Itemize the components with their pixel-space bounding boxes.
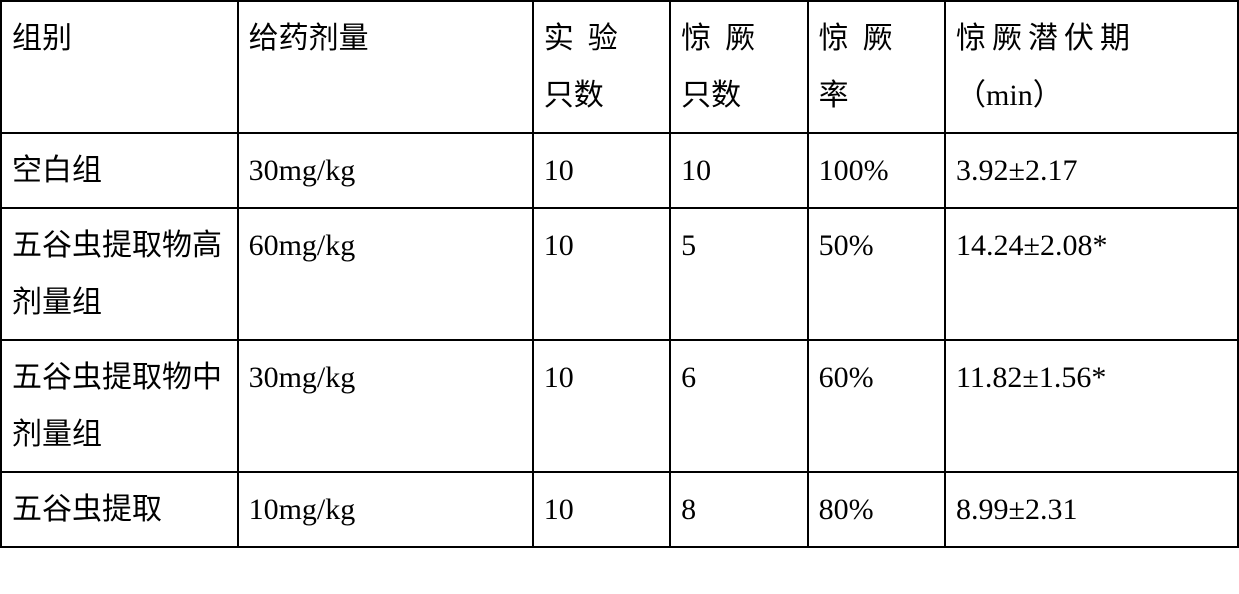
cell-n-conv: 8 xyxy=(670,472,807,547)
cell-n-exp: 10 xyxy=(533,133,670,208)
header-dose: 给药剂量 xyxy=(238,1,533,133)
data-table: 组别 给药剂量 实验只数 惊厥只数 惊厥率 惊厥潜伏期（min） 空白组 30m… xyxy=(0,0,1239,548)
cell-latency: 3.92±2.17 xyxy=(945,133,1238,208)
table-row: 五谷虫提取物高剂量组 60mg/kg 10 5 50% 14.24±2.08* xyxy=(1,208,1238,340)
cell-rate: 100% xyxy=(808,133,945,208)
cell-dose: 30mg/kg xyxy=(238,133,533,208)
table-row: 空白组 30mg/kg 10 10 100% 3.92±2.17 xyxy=(1,133,1238,208)
cell-dose: 60mg/kg xyxy=(238,208,533,340)
cell-n-conv: 5 xyxy=(670,208,807,340)
cell-group: 五谷虫提取物高剂量组 xyxy=(1,208,238,340)
header-latency: 惊厥潜伏期（min） xyxy=(945,1,1238,133)
header-n-conv: 惊厥只数 xyxy=(670,1,807,133)
cell-dose: 30mg/kg xyxy=(238,340,533,472)
cell-rate: 50% xyxy=(808,208,945,340)
cell-n-exp: 10 xyxy=(533,340,670,472)
header-n-exp: 实验只数 xyxy=(533,1,670,133)
cell-rate: 80% xyxy=(808,472,945,547)
header-row: 组别 给药剂量 实验只数 惊厥只数 惊厥率 惊厥潜伏期（min） xyxy=(1,1,1238,133)
cell-latency: 11.82±1.56* xyxy=(945,340,1238,472)
cell-n-conv: 10 xyxy=(670,133,807,208)
cell-n-exp: 10 xyxy=(533,472,670,547)
cell-dose: 10mg/kg xyxy=(238,472,533,547)
cell-group: 五谷虫提取物中剂量组 xyxy=(1,340,238,472)
cell-n-conv: 6 xyxy=(670,340,807,472)
header-group: 组别 xyxy=(1,1,238,133)
cell-group: 五谷虫提取 xyxy=(1,472,238,547)
cell-group: 空白组 xyxy=(1,133,238,208)
cell-latency: 14.24±2.08* xyxy=(945,208,1238,340)
table-row: 五谷虫提取 10mg/kg 10 8 80% 8.99±2.31 xyxy=(1,472,1238,547)
cell-n-exp: 10 xyxy=(533,208,670,340)
cell-latency: 8.99±2.31 xyxy=(945,472,1238,547)
table-row: 五谷虫提取物中剂量组 30mg/kg 10 6 60% 11.82±1.56* xyxy=(1,340,1238,472)
header-rate: 惊厥率 xyxy=(808,1,945,133)
cell-rate: 60% xyxy=(808,340,945,472)
